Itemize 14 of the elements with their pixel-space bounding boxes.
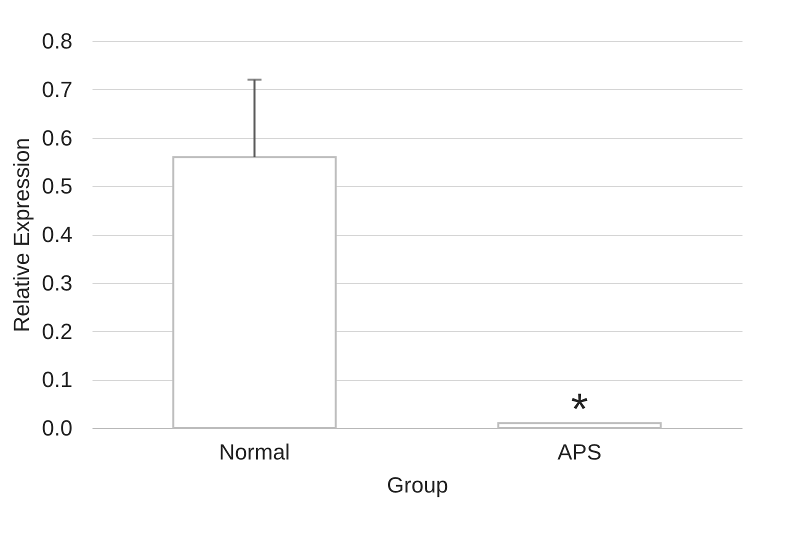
y-tick-label: 0.7 [42, 76, 72, 102]
y-tick-label: 0.8 [42, 28, 72, 54]
y-tick-label: 0.4 [42, 222, 72, 247]
x-axis-title: Group [386, 472, 448, 498]
annotation: * [570, 385, 588, 434]
y-axis-title: Relative Expression [8, 138, 34, 332]
y-tick-label: 0.2 [42, 318, 72, 344]
y-tick-label: 0.0 [42, 416, 72, 440]
y-tick-label: 0.6 [42, 125, 72, 150]
y-tick-label: 0.5 [42, 174, 72, 199]
x-tick-label: APS [557, 440, 602, 464]
x-tick-label: Normal [219, 440, 290, 464]
y-tick-label: 0.3 [42, 270, 72, 296]
y-tick-label: 0.1 [42, 367, 72, 392]
